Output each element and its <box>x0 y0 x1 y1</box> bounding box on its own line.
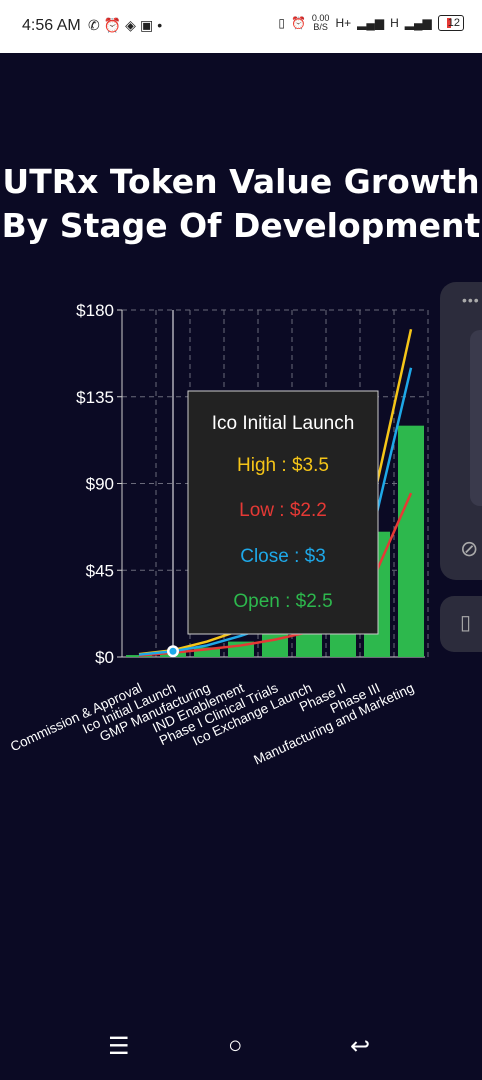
volume-slider[interactable] <box>470 330 482 506</box>
back-button[interactable]: ↩ <box>350 1033 371 1060</box>
signal-icon: ▂▄▆ <box>404 16 432 30</box>
bar-gmp-manufacturing[interactable] <box>194 647 220 657</box>
binance-icon: ◈ <box>125 17 140 33</box>
dot-icon: • <box>157 17 167 33</box>
tooltip-box <box>187 390 379 635</box>
notification-icons: ✆⏰◈▣• <box>88 17 166 34</box>
nav-bar: ☰ ○ ↩ <box>0 1018 482 1080</box>
floating-side-panel[interactable]: ••• ⊘ <box>440 282 482 580</box>
alarm-icon: ⏰ <box>103 17 126 33</box>
tooltip-title: Ico Initial Launch <box>212 413 355 434</box>
chart[interactable]: $0 $45 $90 $135 $180 Ico Initial Launch High :… <box>0 290 482 850</box>
page-title: UTRx Token Value Growth By Stage Of Deve… <box>0 160 482 248</box>
battery-icon: 12 <box>437 15 464 31</box>
home-button[interactable]: ○ <box>228 1032 243 1059</box>
y-tick-label: $135 <box>76 388 114 407</box>
y-tick-label: $45 <box>86 561 114 580</box>
y-tick-label: $0 <box>95 648 114 667</box>
y-tick-label: $180 <box>76 301 114 320</box>
network-speed: 0.00 B/S <box>311 13 330 32</box>
linkedin-icon: ▣ <box>139 17 158 33</box>
network-label-1: H+ <box>335 16 352 30</box>
vibrate-icon: ▯ <box>278 16 285 30</box>
bar-commission-approval[interactable] <box>126 655 152 657</box>
whatsapp-icon: ✆ <box>88 17 104 33</box>
highlight-point[interactable] <box>169 647 177 655</box>
alarm-icon: ⏰ <box>290 16 306 30</box>
y-tick-label: $90 <box>86 475 114 494</box>
vibrate-icon[interactable]: ▯ <box>460 612 472 634</box>
tooltip-open: Open : $2.5 <box>233 591 332 612</box>
tooltip-low: Low : $2.2 <box>239 500 327 521</box>
status-time: 4:56 AM <box>22 17 81 34</box>
tooltip-close: Close : $3 <box>240 546 326 567</box>
bar-manufacturing-and-marketing[interactable] <box>398 425 424 657</box>
title-line-2: By Stage Of Development <box>1 206 481 245</box>
signal-icon: ▂▄▆ <box>357 16 385 30</box>
title-line-1: UTRx Token Value Growth <box>2 162 480 201</box>
mute-icon[interactable]: ⊘ <box>460 536 479 561</box>
status-bar: 4:56 AM ✆⏰◈▣• ▯ ⏰ 0.00 B/S H+ ▂▄▆ H ▂▄▆ 1… <box>0 0 482 53</box>
tooltip-high: High : $3.5 <box>237 455 329 476</box>
recent-apps-button[interactable]: ☰ <box>108 1033 130 1060</box>
more-icon[interactable]: ••• <box>462 292 480 308</box>
system-icons: ▯ ⏰ 0.00 B/S H+ ▂▄▆ H ▂▄▆ 12 <box>278 14 464 32</box>
floating-side-panel-2[interactable]: ▯ <box>440 596 482 652</box>
network-label-2: H <box>390 16 399 30</box>
